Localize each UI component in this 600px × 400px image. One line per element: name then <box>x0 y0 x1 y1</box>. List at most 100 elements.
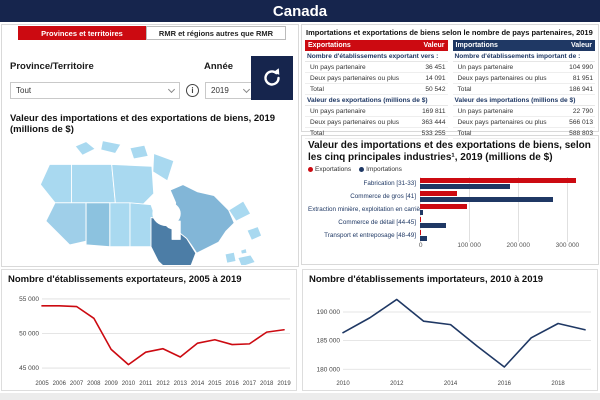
map-region-baffin[interactable] <box>152 153 175 182</box>
section-label: Nombre d'établissements important de : <box>452 51 595 62</box>
bar-group <box>420 204 592 215</box>
x-axis-tick-label: 2012 <box>156 381 170 387</box>
table-row: Total 50 542 <box>305 84 448 95</box>
map-region-nova-scotia[interactable] <box>237 254 256 268</box>
imports-table: Importations Valeur Nombre d'établissement… <box>452 40 595 139</box>
x-axis-tick-label: 2011 <box>139 381 153 387</box>
bar-group <box>420 191 592 202</box>
footer-strip <box>0 393 600 400</box>
row-value: 36 451 <box>425 63 446 71</box>
row-label: Un pays partenaire <box>310 63 366 71</box>
bar-row: Commerce de gros [41] <box>308 190 592 203</box>
legend-swatch <box>359 167 365 172</box>
row-value: 22 790 <box>572 107 593 115</box>
legend-item[interactable]: Importations <box>359 166 402 173</box>
x-axis-tick-label: 2010 <box>336 381 350 387</box>
bar-category-label: Commerce de détail [44-45] <box>338 219 416 226</box>
row-label: Total <box>457 129 472 137</box>
year-filter-label: Année <box>204 61 234 72</box>
x-axis-tick-label: 2012 <box>390 381 404 387</box>
undo-arrow-icon <box>260 65 284 92</box>
data-line[interactable] <box>41 305 285 366</box>
map-region-labrador[interactable] <box>228 200 252 222</box>
chevron-down-icon <box>167 85 176 93</box>
map-region-quebec[interactable] <box>169 184 235 254</box>
map-region-british-columbia[interactable] <box>45 202 87 246</box>
bar[interactable] <box>420 210 423 215</box>
bar-category-label: Fabrication [31-33] <box>363 180 416 187</box>
data-line[interactable] <box>342 298 586 368</box>
importers-line-chart: 180 000 185 000 190 000 2010 2012 2014 2016 201… <box>309 286 593 388</box>
province-filter-label: Province/Territoire <box>10 61 94 72</box>
page-title: Canada <box>272 2 328 20</box>
legend-item[interactable]: Exportations <box>308 166 351 173</box>
map-region-new-brunswick[interactable] <box>224 251 237 264</box>
legend-swatch <box>308 167 313 172</box>
table-row: Deux pays partenaires ou plus 566 013 <box>452 117 595 128</box>
x-axis-tick-label: 2016 <box>225 381 239 387</box>
bar-chart-legend: Exportations Importations <box>308 166 592 173</box>
province-select[interactable]: Tout <box>10 82 180 99</box>
bar[interactable] <box>420 178 576 183</box>
bar-row: Extraction minière, exploitation en carr… <box>308 203 592 216</box>
reset-button[interactable] <box>251 56 293 100</box>
map-region-yukon[interactable] <box>39 163 72 204</box>
partner-tables-title: Importations et exportations de biens se… <box>306 28 593 37</box>
info-icon[interactable]: i <box>186 84 199 97</box>
row-label: Total <box>457 85 472 93</box>
map-region-newfoundland[interactable] <box>246 226 263 241</box>
tab-provinces-territoires[interactable]: Provinces et territoires <box>18 26 146 40</box>
map-region-alberta[interactable] <box>85 202 111 248</box>
bar[interactable] <box>420 230 422 235</box>
column-header: Importations <box>455 42 498 49</box>
importers-line-chart-panel: Nombre d'établissements importateurs, 20… <box>302 269 598 391</box>
row-value: 363 444 <box>421 118 446 126</box>
bar[interactable] <box>420 217 421 222</box>
x-axis-tick-label: 2009 <box>104 381 118 387</box>
y-axis-tick-label: 50 000 <box>19 331 39 338</box>
section-label: Valeur des importations (millions de $) <box>452 95 595 106</box>
map-region-arctic-2[interactable] <box>100 140 122 154</box>
gridline <box>469 177 471 242</box>
map-region-arctic-1[interactable] <box>74 141 96 156</box>
gridline <box>567 177 569 242</box>
bar[interactable] <box>420 236 427 241</box>
row-value: 81 951 <box>572 74 593 82</box>
table-row: Un pays partenaire 36 451 <box>305 62 448 73</box>
table-header-row[interactable]: Importations Valeur <box>452 40 595 51</box>
table-header-row[interactable]: Exportations Valeur <box>305 40 448 51</box>
james-bay <box>171 220 181 240</box>
bar[interactable] <box>420 191 457 196</box>
row-value: 533 255 <box>421 129 446 137</box>
row-value: 50 542 <box>425 85 446 93</box>
bar[interactable] <box>420 204 467 209</box>
map-region-pei[interactable] <box>240 248 248 255</box>
bar[interactable] <box>420 223 446 228</box>
bar-chart-gridlines <box>420 177 592 242</box>
bar[interactable] <box>420 184 510 189</box>
y-axis-tick-label: 45 000 <box>19 365 39 372</box>
importers-chart-title: Nombre d'établissements importateurs, 20… <box>309 274 544 285</box>
y-axis-tick-label: 185 000 <box>317 338 341 345</box>
map-region-arctic-3[interactable] <box>129 144 149 160</box>
map-region-nwt[interactable] <box>71 163 116 204</box>
tab-rmr[interactable]: RMR et régions autres que RMR <box>146 26 286 40</box>
row-label: Un pays partenaire <box>457 107 514 115</box>
gridline <box>518 177 520 242</box>
hudson-bay <box>152 201 181 227</box>
row-value: 14 091 <box>425 74 446 82</box>
column-header: Valeur <box>423 42 445 49</box>
table-row: Un pays partenaire 104 990 <box>452 62 595 73</box>
y-axis-tick-label: 55 000 <box>19 296 39 303</box>
bar-group <box>420 178 592 189</box>
map-region-saskatchewan[interactable] <box>109 202 131 248</box>
bar[interactable] <box>420 197 553 202</box>
app-header: Canada <box>0 0 600 22</box>
x-axis-tick-label: 2019 <box>277 381 291 387</box>
table-row: Un pays partenaire 169 811 <box>305 106 448 117</box>
row-value: 104 990 <box>569 63 593 71</box>
year-select[interactable]: 2019 <box>205 82 255 99</box>
tab-bar: Provinces et territoires RMR et régions … <box>18 26 286 40</box>
x-axis-tick-label: 2016 <box>498 381 512 387</box>
